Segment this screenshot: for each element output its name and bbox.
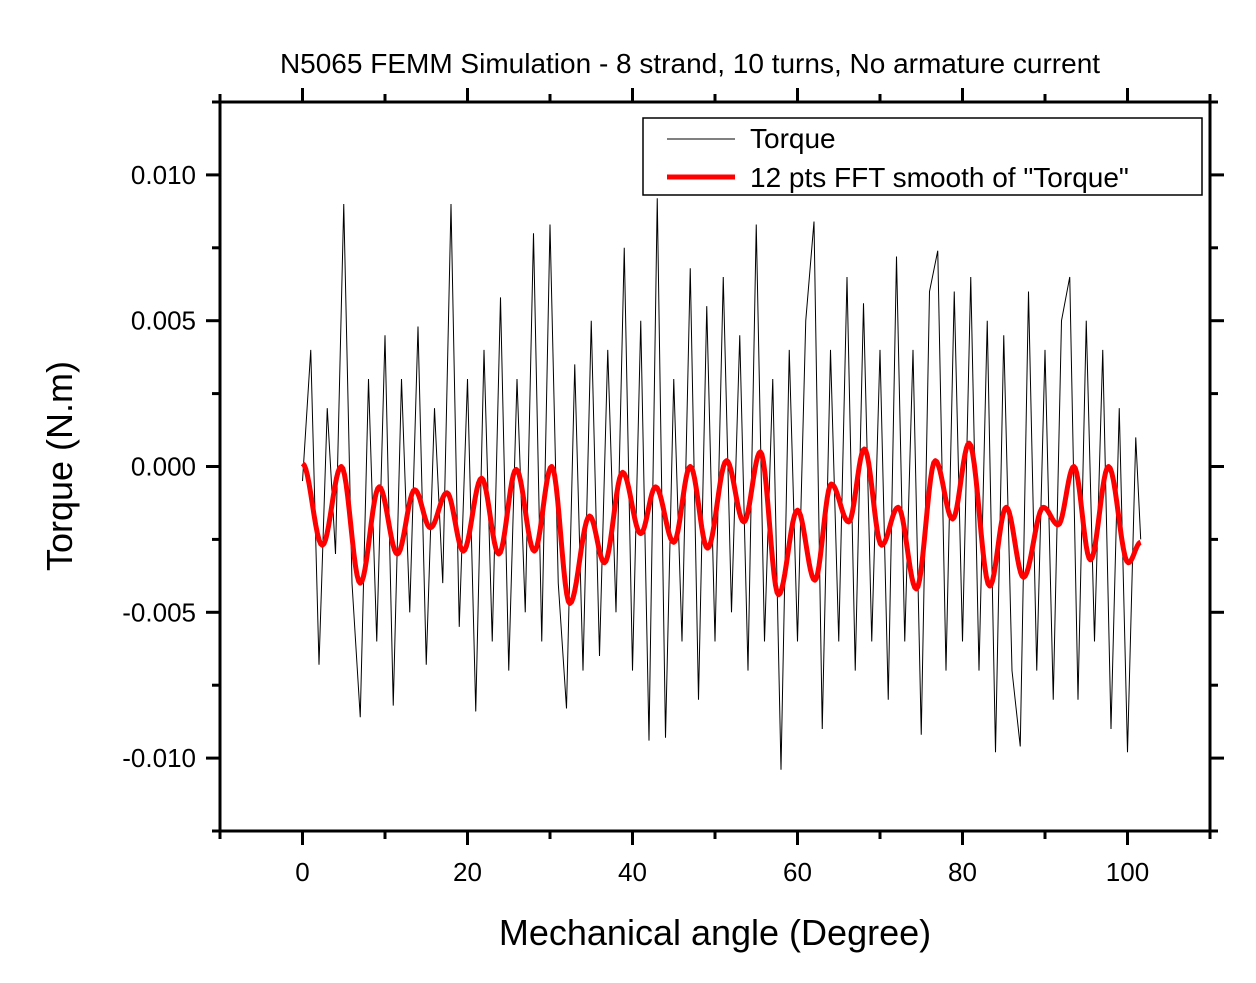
x-tick-label: 20 bbox=[453, 857, 482, 887]
legend: Torque 12 pts FFT smooth of "Torque" bbox=[642, 117, 1203, 196]
series-torque-line bbox=[302, 198, 1142, 770]
series-fft-smooth-line bbox=[300, 440, 1143, 607]
plot-frame bbox=[218, 100, 1212, 833]
x-tick-label: 80 bbox=[948, 857, 977, 887]
x-tick-label: 0 bbox=[295, 857, 309, 887]
legend-label-smooth: 12 pts FFT smooth of "Torque" bbox=[750, 162, 1129, 193]
y-tick-label: 0.010 bbox=[131, 160, 196, 190]
y-tick-label: 0.005 bbox=[131, 306, 196, 336]
data-layer bbox=[300, 198, 1143, 770]
x-tick-label: 60 bbox=[783, 857, 812, 887]
y-tick-label: -0.005 bbox=[122, 597, 196, 627]
y-tick-label: 0.000 bbox=[131, 452, 196, 482]
y-tick-label: -0.010 bbox=[122, 743, 196, 773]
axes-layer: 0 20 40 60 80 100 -0.010 -0.005 0.000 0.005 0.010 bbox=[122, 88, 1224, 887]
x-axis-label: Mechanical angle (Degree) bbox=[499, 912, 931, 953]
legend-box bbox=[642, 117, 1203, 196]
x-tick-label: 40 bbox=[618, 857, 647, 887]
y-axis-label: Torque (N.m) bbox=[39, 361, 80, 571]
chart-title: N5065 FEMM Simulation - 8 strand, 10 tur… bbox=[280, 48, 1100, 79]
x-tick-label: 100 bbox=[1106, 857, 1149, 887]
legend-label-torque: Torque bbox=[750, 123, 836, 154]
